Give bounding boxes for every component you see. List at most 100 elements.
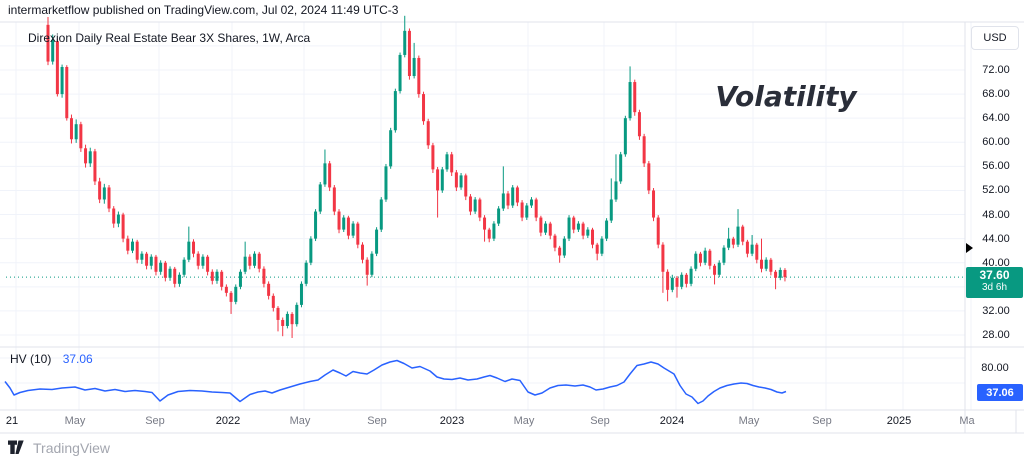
candle-body	[741, 226, 745, 242]
candle-body	[154, 256, 158, 272]
time-axis-tick-label: 2023	[439, 415, 465, 427]
candle-body	[220, 271, 224, 287]
candle-body	[285, 313, 289, 326]
candle-body	[652, 190, 656, 218]
price-axis-tick-label: 44.00	[982, 232, 1010, 245]
candle-body	[229, 292, 233, 302]
candle-body	[745, 241, 749, 254]
candle-body	[276, 307, 280, 320]
candle-body	[623, 118, 627, 155]
candle-body	[328, 163, 332, 188]
time-axis-tick-label: May	[289, 415, 311, 427]
candle-body	[468, 196, 472, 212]
candle-body	[520, 202, 524, 218]
candle-body	[539, 217, 543, 233]
candle-body	[492, 223, 496, 239]
candle-body	[107, 187, 111, 209]
time-axis-tick-label: Ma	[959, 415, 975, 427]
price-axis-tick-label: 28.00	[982, 329, 1010, 341]
candle-body	[454, 172, 458, 188]
candle-body	[436, 169, 440, 191]
time-axis-tick-label: Sep	[590, 415, 610, 427]
candle-body	[642, 136, 646, 164]
candle-body	[727, 238, 731, 248]
candle-body	[196, 253, 200, 266]
candle-body	[666, 271, 670, 290]
candle-body	[384, 166, 388, 200]
candle-body	[365, 259, 369, 275]
currency-button[interactable]: USD	[971, 26, 1019, 50]
candle-body	[426, 121, 430, 146]
candle-body	[351, 223, 355, 236]
symbol-legend[interactable]: Direxion Daily Real Estate Bear 3X Share…	[28, 31, 311, 45]
last-price-badge: 37.60 3d 6h	[966, 267, 1023, 298]
candle-body	[698, 253, 702, 263]
price-axis-tick-label: 68.00	[982, 88, 1010, 101]
candle-body	[764, 259, 768, 269]
time-axis-tick-label: May	[513, 415, 535, 427]
candle-body	[487, 229, 491, 239]
candle-body	[295, 304, 299, 325]
tradingview-logo-icon	[8, 440, 24, 454]
candle-body	[243, 256, 247, 272]
candle-body	[581, 223, 585, 236]
candle-body	[680, 274, 684, 287]
candle-body	[346, 217, 350, 236]
candle-body	[130, 241, 134, 251]
candle-body	[238, 271, 242, 287]
candle-body	[299, 283, 303, 305]
time-axis-tick-label: Sep	[145, 415, 165, 427]
price-axis-tick-label: 40.00	[982, 256, 1010, 269]
candle-body	[783, 269, 787, 278]
price-axis-tick-label: 64.00	[982, 112, 1010, 125]
candle-body	[356, 223, 360, 245]
candle-body	[605, 220, 609, 239]
candle-body	[534, 199, 538, 218]
candle-body	[267, 283, 271, 296]
candle-body	[562, 238, 566, 256]
last-price-value: 37.60	[979, 268, 1010, 282]
candle-body	[309, 238, 313, 263]
candle-body	[506, 193, 510, 206]
candle-body	[694, 253, 698, 269]
candle-body	[88, 151, 92, 164]
volatility-annotation[interactable]: Volatility	[715, 80, 857, 113]
candle-body	[224, 286, 228, 293]
price-axis-tick-label: 32.00	[982, 304, 1010, 317]
candle-body	[656, 217, 660, 245]
candle-body	[332, 187, 336, 212]
candle-body	[637, 112, 641, 137]
candle-body	[93, 151, 97, 182]
hv-indicator-value: 37.06	[62, 352, 93, 366]
candle-body	[201, 256, 205, 266]
candle-body	[177, 274, 181, 284]
candle-body	[558, 247, 562, 256]
candle-body	[553, 235, 557, 248]
candle-body	[675, 277, 679, 287]
time-axis-tick-label: 2025	[886, 415, 912, 427]
candle-body	[379, 199, 383, 230]
candle-body	[548, 223, 552, 236]
candle-body	[661, 244, 665, 272]
time-axis-tick-label: 2022	[215, 415, 241, 427]
candle-body	[684, 274, 688, 284]
candle-body	[126, 238, 130, 251]
candle-body	[478, 199, 482, 218]
price-axis-tick-label: 52.00	[982, 184, 1010, 197]
hv-indicator-legend[interactable]: HV (10) 37.06	[10, 352, 93, 366]
candle-body	[112, 208, 116, 224]
candle-body	[529, 199, 533, 206]
candle-body	[755, 244, 759, 260]
candle-body	[102, 187, 106, 200]
candle-body	[210, 271, 214, 281]
candle-body	[74, 124, 78, 140]
candle-body	[412, 57, 416, 77]
candle-body	[595, 244, 599, 254]
tradingview-logo[interactable]: TradingView	[8, 439, 110, 456]
price-axis-arrow-icon	[966, 243, 973, 253]
candle-body	[736, 226, 740, 245]
candle-body	[403, 30, 407, 55]
candle-body	[778, 269, 782, 278]
candle-body	[750, 244, 754, 254]
